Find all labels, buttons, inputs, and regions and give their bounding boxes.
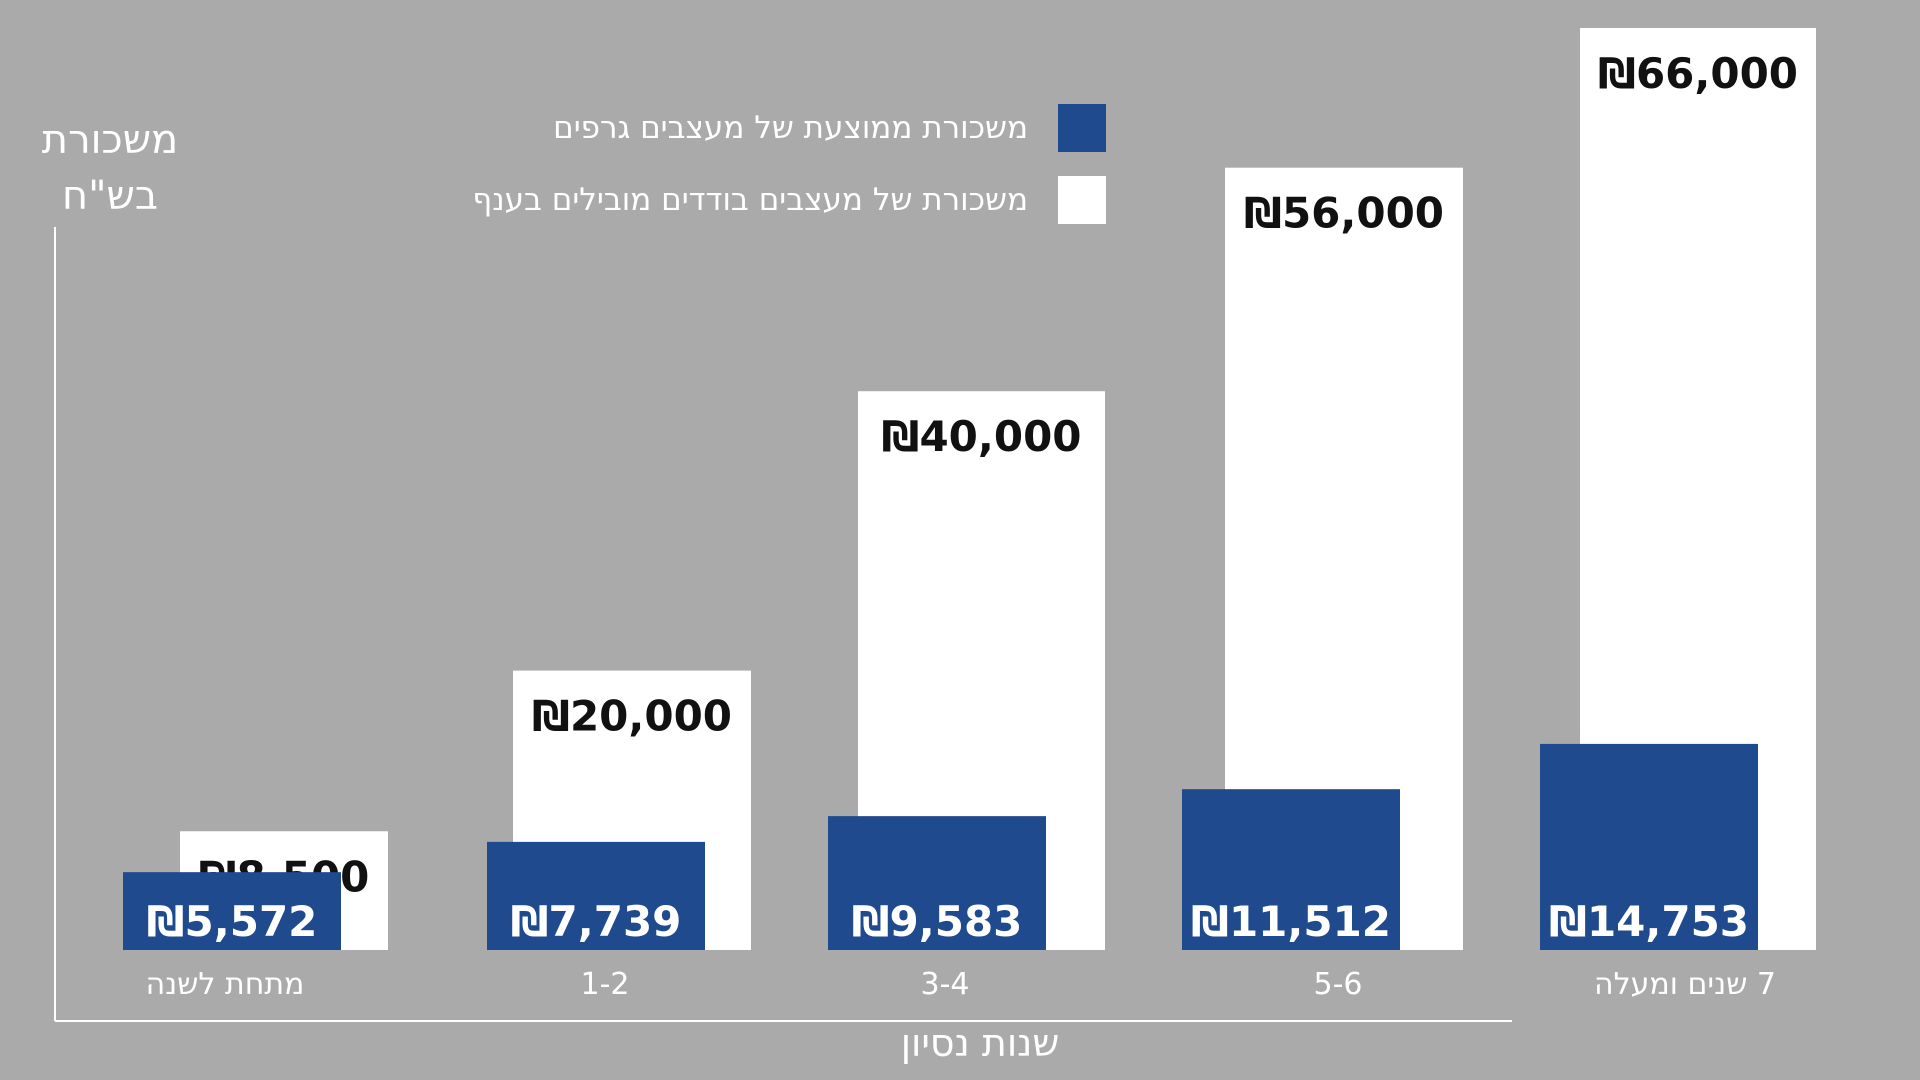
legend-swatch-top-designers — [1058, 176, 1106, 224]
data-label-average-2: ₪9,583 — [852, 897, 1023, 946]
x-tick-label-3: 5-6 — [1314, 967, 1363, 1002]
data-label-top-designers-1: ₪20,000 — [532, 692, 732, 741]
bar-average-1 — [487, 841, 705, 950]
y-axis-title-line-1: משכורת — [41, 117, 179, 163]
y-axis-title-line-2: בש"ח — [62, 173, 158, 219]
bar-average-0 — [123, 872, 341, 950]
x-tick-label-1: 1-2 — [581, 967, 630, 1002]
data-label-average-0: ₪5,572 — [147, 897, 318, 946]
legend-item-top-designers: משכורת של מעצבים בודדים מובילים בענף — [472, 176, 1106, 224]
legend-label-average: משכורת ממוצעת של מעצבים גרפים — [553, 110, 1028, 146]
data-label-average-3: ₪11,512 — [1191, 897, 1391, 946]
x-tick-label-0: מתחת לשנה — [146, 967, 305, 1002]
data-label-top-designers-3: ₪56,000 — [1244, 189, 1444, 238]
data-label-average-4: ₪14,753 — [1549, 897, 1749, 946]
bar-average-4 — [1540, 743, 1758, 950]
bar-average-3 — [1182, 789, 1400, 950]
x-tick-label-4: 7 שנים ומעלה — [1594, 967, 1776, 1002]
x-axis-title: שנות נסיון — [900, 1021, 1060, 1065]
data-label-top-designers-4: ₪66,000 — [1598, 49, 1798, 98]
x-tick-label-2: 3-4 — [921, 967, 970, 1002]
legend-swatch-average — [1058, 104, 1106, 152]
legend-item-average: משכורת ממוצעת של מעצבים גרפים — [553, 104, 1106, 152]
data-label-average-1: ₪7,739 — [511, 897, 682, 946]
y-axis-title: משכורת בש"ח — [20, 112, 200, 224]
bar-average-2 — [828, 816, 1046, 950]
data-label-top-designers-2: ₪40,000 — [881, 412, 1081, 461]
legend-label-top-designers: משכורת של מעצבים בודדים מובילים בענף — [472, 182, 1028, 218]
